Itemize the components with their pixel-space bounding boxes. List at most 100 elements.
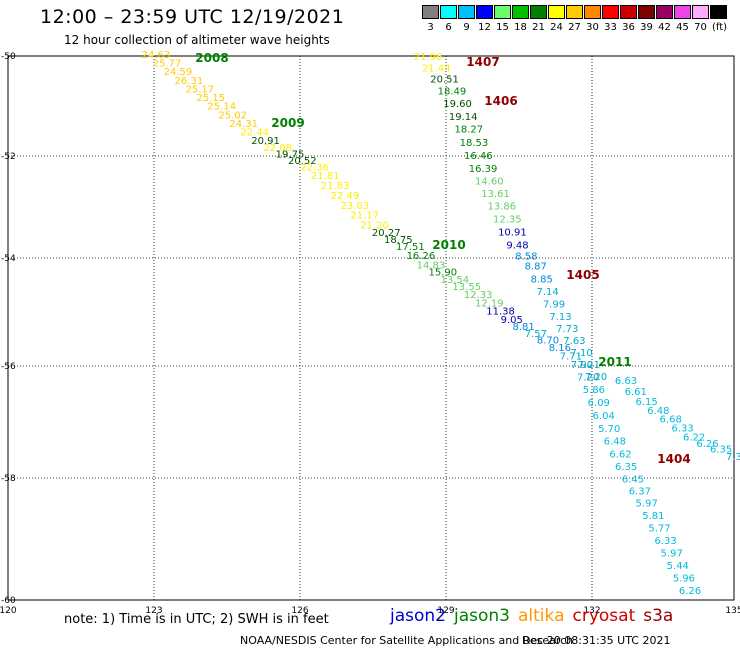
wave-height-value: 24.63 (142, 50, 171, 61)
wave-height-value: 6.33 (671, 423, 693, 434)
wave-height-value: 19.60 (443, 99, 472, 110)
wave-height-value: 7.20 (585, 372, 607, 383)
lon-tick-label: 123 (145, 606, 162, 616)
legend-swatch (656, 5, 673, 19)
legend-unit: (ft) (712, 22, 728, 33)
wave-height-value: 6.61 (625, 387, 647, 398)
legend-swatch (422, 5, 439, 19)
wave-height-value: 13.61 (481, 189, 510, 200)
legend-label: 24 (550, 22, 563, 33)
wave-height-value: 6.63 (615, 376, 637, 387)
wave-height-value: 7.20 (577, 372, 599, 383)
legend-swatch (512, 5, 529, 19)
wave-height-value: 26.31 (175, 76, 204, 87)
wave-height-value: 25.17 (186, 84, 215, 95)
wave-height-value: 7.73 (556, 324, 578, 335)
legend-label: 15 (496, 22, 509, 33)
wave-height-value: 19.75 (276, 149, 305, 160)
chart-title: 12:00 – 23:59 UTC 12/19/2021 (40, 6, 345, 28)
satellite-name: cryosat (572, 606, 636, 626)
wave-height-value: 25.14 (207, 102, 236, 113)
map-axes: 120 123 126 129 132 135 -50 -52 -54 -56 -58 -60 (0, 52, 740, 616)
legend-swatch (620, 5, 637, 19)
pass-number-label: 1405 (566, 268, 599, 282)
legend-swatch (710, 5, 727, 19)
wave-height-value: 13.86 (488, 202, 517, 213)
wave-height-value: 16.39 (469, 164, 498, 175)
wave-height-value: 6.45 (622, 474, 644, 485)
pass-number-label: 2010 (432, 238, 465, 252)
wave-height-value: 16.26 (407, 251, 436, 262)
wave-height-value: 5.97 (636, 499, 658, 510)
wave-height-value: 24.59 (164, 67, 193, 78)
wave-height-value: 25.02 (218, 110, 247, 121)
wave-height-value: 19.14 (449, 112, 478, 123)
legend-swatch (674, 5, 691, 19)
wave-height-value: 5.96 (673, 573, 695, 584)
legend-label: 33 (604, 22, 617, 33)
wave-height-value: 22.36 (300, 162, 329, 173)
wave-height-value: 6.26 (696, 439, 718, 450)
wave-height-value: 6.48 (604, 437, 626, 448)
wave-height-value: 18.53 (460, 138, 489, 149)
legend-label: 27 (568, 22, 581, 33)
wave-height-value: 21.17 (350, 211, 379, 222)
pass-number-label: 1406 (484, 94, 517, 108)
wave-height-value: 21.44 (422, 63, 451, 74)
wave-height-value: 7.63 (563, 336, 585, 347)
wave-height-value: 6.33 (654, 536, 676, 547)
wave-height-value: 16.46 (464, 151, 493, 162)
legend-swatch (602, 5, 619, 19)
wave-height-value: 8.85 (531, 274, 553, 285)
wave-height-value: 5.97 (661, 548, 683, 559)
satellite-legend: jason2 jason3 altika cryosat s3a (390, 606, 681, 626)
wave-height-value: 5.81 (642, 511, 664, 522)
legend-label: 42 (658, 22, 671, 33)
wave-height-value: 23.03 (340, 201, 369, 212)
legend-swatch (584, 5, 601, 19)
legend-label: 18 (514, 22, 527, 33)
satellite-name: jason3 (454, 606, 510, 626)
wave-height-value: 8.16 (549, 343, 571, 354)
legend-label: 12 (478, 22, 491, 33)
wave-height-value: 7.71 (560, 351, 582, 362)
lon-tick-label: 120 (0, 606, 17, 616)
wave-height-value: 12.33 (464, 290, 493, 301)
wave-height-value: 6.48 (647, 406, 669, 417)
pass-number-label: 1407 (466, 55, 499, 69)
wave-height-value: 6.04 (593, 411, 615, 422)
altimeter-tracks: 24.6325.7724.5926.3125.1725.1525.1425.02… (142, 50, 740, 597)
wave-height-value: 6.35 (615, 462, 637, 473)
satellite-name: s3a (643, 606, 674, 626)
legend-label: 45 (676, 22, 689, 33)
pass-number-label: 2009 (271, 116, 304, 130)
lat-tick-label: -60 (1, 596, 16, 606)
legend-label: 9 (463, 22, 470, 33)
wave-height-value: 5.70 (598, 424, 620, 435)
wave-height-value: 14.60 (475, 177, 504, 188)
map-grid (7, 55, 735, 601)
wave-height-value: 22.44 (240, 127, 269, 138)
wave-height-value: 15.90 (429, 268, 458, 279)
pass-number-label: 2011 (598, 355, 631, 369)
legend-label: 6 (445, 22, 452, 33)
lon-tick-label: 135 (725, 606, 740, 616)
satellite-name: altika (518, 606, 565, 626)
wave-height-value: 21.83 (321, 181, 350, 192)
wave-height-value: 6.09 (588, 398, 610, 409)
wave-height-value: 10.91 (498, 228, 527, 239)
lat-tick-label: -58 (1, 474, 16, 484)
wave-height-value: 18.27 (454, 125, 483, 136)
legend-label: 3 (427, 22, 434, 33)
lat-tick-label: -52 (1, 152, 16, 162)
wave-height-value: 7.14 (537, 287, 559, 298)
chart-subtitle: 12 hour collection of altimeter wave hei… (64, 33, 330, 47)
lat-tick-label: -54 (1, 254, 16, 264)
wave-height-value: 6.68 (660, 414, 682, 425)
wave-height-value: 12.35 (493, 215, 522, 226)
wave-height-value: 13.54 (440, 275, 469, 286)
wave-height-value: 14.83 (417, 261, 446, 272)
credit-line: NOAA/NESDIS Center for Satellite Applica… (240, 634, 574, 647)
satellite-name: jason2 (390, 606, 446, 626)
